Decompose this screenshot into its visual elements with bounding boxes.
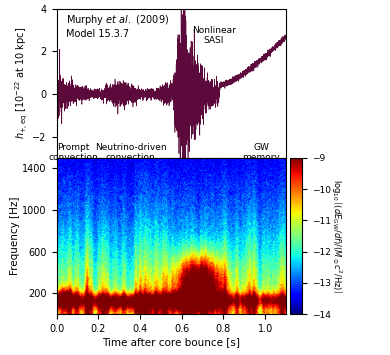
- Text: GW
memory: GW memory: [242, 143, 280, 162]
- Text: Prompt
convection: Prompt convection: [48, 143, 98, 162]
- Text: Murphy $\it{et~al.}$ (2009)
Model 15.3.7: Murphy $\it{et~al.}$ (2009) Model 15.3.7: [66, 13, 169, 39]
- Y-axis label: $\log_{10}\left[(dE_{\mathrm{GW}}/df)/(M_\odot c^2/\mathrm{Hz})\right]$: $\log_{10}\left[(dE_{\mathrm{GW}}/df)/(M…: [329, 179, 344, 293]
- X-axis label: Time after core bounce [s]: Time after core bounce [s]: [102, 337, 240, 347]
- Y-axis label: $h_{+,\mathrm{eq}}$ [$10^{-22}$ at 10 kpc]: $h_{+,\mathrm{eq}}$ [$10^{-22}$ at 10 kp…: [14, 27, 30, 140]
- Text: Neutrino-driven
convection: Neutrino-driven convection: [95, 143, 167, 162]
- Text: Nonlinear
SASI: Nonlinear SASI: [192, 26, 236, 45]
- Y-axis label: Frequency [Hz]: Frequency [Hz]: [9, 197, 20, 275]
